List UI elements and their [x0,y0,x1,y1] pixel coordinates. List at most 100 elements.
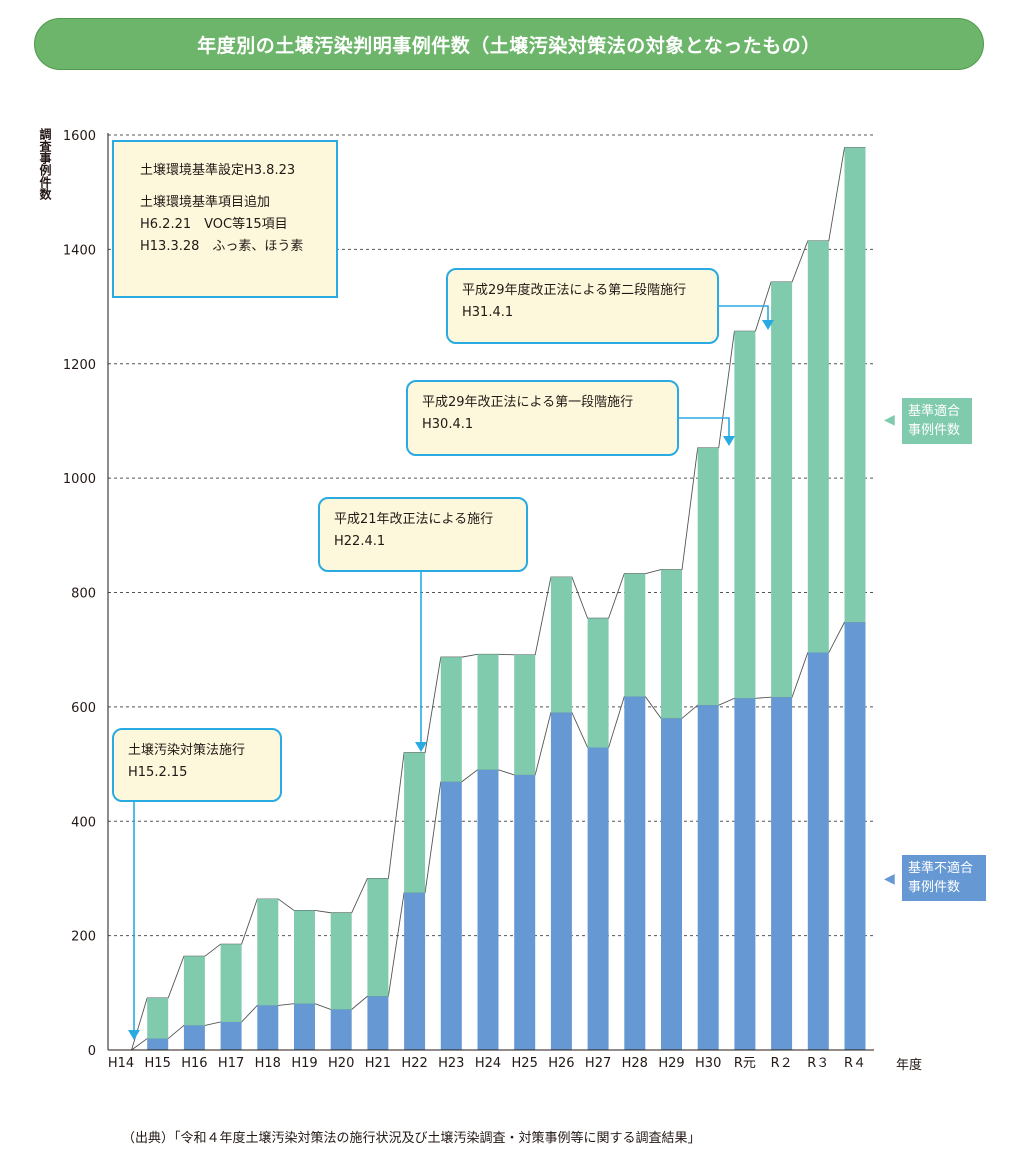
chart-title-bar: 年度別の土壌汚染判明事例件数（土壌汚染対策法の対象となったもの） [34,18,984,70]
bar-conforming-R２ [771,281,793,698]
bar-nonconforming-H30 [697,705,719,1050]
y-tick-label: 1600 [63,129,96,144]
x-tick-label: H14 [108,1056,134,1071]
bar-conforming-H24 [477,654,499,770]
arrow-amendment-h21-head [415,742,427,752]
y-tick-label: 200 [71,930,96,945]
x-tick-label: H25 [512,1056,538,1071]
y-tick-label: 600 [71,701,96,716]
bar-conforming-R元 [734,331,756,699]
note-h29-second-line2: H31.4.1 [462,305,514,320]
bar-conforming-H17 [220,944,242,1022]
x-tick-label: H21 [365,1056,391,1071]
chart-title: 年度別の土壌汚染判明事例件数（土壌汚染対策法の対象となったもの） [197,34,821,57]
y-tick-label: 0 [88,1044,96,1059]
note-soil-standards: 土壌環境基準設定H3.8.23 土壌環境基準項目追加 H6.2.21 VOC等1… [112,140,338,298]
arrow-amendment-h29-second-line [719,305,769,320]
bar-conforming-H19 [294,910,315,1004]
bar-nonconforming-H29 [661,718,682,1050]
bar-nonconforming-R４ [844,622,866,1050]
note-amendment-h29-second: 平成29年度改正法による第二段階施行 H31.4.1 [446,268,719,344]
bar-conforming-H29 [661,569,682,719]
note-law-line2: H15.2.15 [128,765,188,780]
note-amendment-h29-first: 平成29年改正法による第一段階施行 H30.4.1 [406,380,679,456]
bar-nonconforming-H26 [550,712,572,1050]
x-tick-label: H19 [291,1056,317,1071]
bar-nonconforming-H28 [624,696,646,1050]
bar-nonconforming-H24 [477,769,499,1050]
bar-conforming-H21 [367,878,389,997]
bar-nonconforming-R２ [771,697,793,1050]
legend-conforming-line1: 基準適合 [908,404,961,419]
x-tick-label: H23 [438,1056,464,1071]
bar-nonconforming-H22 [404,892,426,1050]
note-standards-line4: H13.3.28 ふっ素、ほう素 [140,239,304,254]
x-tick-label: H20 [328,1056,354,1071]
bar-nonconforming-H15 [147,1038,169,1050]
legend-nonconforming: 基準不適合 事例件数 [902,855,986,901]
bar-nonconforming-H19 [294,1003,315,1050]
x-tick-label: R３ [807,1056,829,1071]
x-tick-label: H15 [145,1056,171,1071]
note-standards-line2: 土壌環境基準項目追加 [140,195,271,210]
bar-conforming-H23 [440,657,462,782]
x-tick-label: H18 [255,1056,281,1071]
x-tick-label: R元 [734,1056,756,1071]
y-tick-label: 1200 [63,358,96,373]
legend-nonconforming-line2: 事例件数 [908,880,961,895]
bar-conforming-R３ [807,240,829,653]
arrow-amendment-h29-first-line [679,417,730,436]
legend-nonconforming-line1: 基準不適合 [908,861,974,876]
bar-conforming-H30 [697,447,719,706]
legend-conforming-line2: 事例件数 [908,423,961,438]
bar-nonconforming-H25 [514,774,536,1050]
x-tick-label: H17 [218,1056,244,1071]
x-tick-label: H16 [181,1056,207,1071]
bar-nonconforming-R元 [734,698,756,1050]
x-tick-label: H27 [585,1056,611,1071]
bar-conforming-H25 [514,654,536,775]
bar-nonconforming-R３ [807,652,829,1050]
bar-conforming-H28 [624,573,646,697]
bar-nonconforming-H16 [183,1025,205,1050]
legend-conforming-arrow: ◀ [884,412,895,428]
legend-conforming: 基準適合 事例件数 [902,398,972,444]
arrow-law-enforcement-head [128,1030,140,1040]
x-tick-label: R４ [844,1056,866,1071]
bar-conforming-H20 [330,912,352,1010]
source-citation: （出典）「令和４年度土壌汚染対策法の施行状況及び土壌汚染調査・対策事例等に関する… [122,1131,701,1146]
note-h21-line2: H22.4.1 [334,534,386,549]
x-tick-label: H22 [401,1056,427,1071]
bar-nonconforming-H18 [257,1005,279,1050]
x-tick-label: H26 [548,1056,574,1071]
note-amendment-h21: 平成21年改正法による施行 H22.4.1 [318,497,528,572]
x-tick-label: H29 [658,1056,684,1071]
bar-conforming-H18 [257,899,279,1006]
note-standards-line3: H6.2.21 VOC等15項目 [140,217,288,232]
arrow-amendment-h29-first-head [723,436,735,446]
x-axis-label: 年度 [896,1058,923,1073]
note-h29-first-line2: H30.4.1 [422,417,474,432]
bar-conforming-R４ [844,147,866,623]
x-tick-label: H28 [622,1056,648,1071]
legend-nonconforming-arrow: ◀ [884,871,895,887]
bar-nonconforming-H20 [330,1009,352,1050]
note-standards-line1: 土壌環境基準設定H3.8.23 [140,163,296,178]
note-h21-line1: 平成21年改正法による施行 [334,512,494,527]
y-tick-label: 400 [71,815,96,830]
bar-nonconforming-H17 [220,1021,242,1050]
x-tick-label: H24 [475,1056,501,1071]
bar-conforming-H26 [550,577,572,713]
y-tick-label: 1000 [63,472,96,487]
note-law-line1: 土壌汚染対策法施行 [128,743,246,758]
y-tick-label: 800 [71,587,96,602]
bar-conforming-H22 [404,752,426,893]
arrow-amendment-h29-second-head [762,320,774,330]
bar-conforming-H27 [587,618,609,748]
y-tick-label: 1400 [63,243,96,258]
note-h29-second-line1: 平成29年度改正法による第二段階施行 [462,283,687,298]
bar-nonconforming-H23 [440,781,462,1050]
x-tick-label: H30 [695,1056,721,1071]
note-h29-first-line1: 平成29年改正法による第一段階施行 [422,395,634,410]
